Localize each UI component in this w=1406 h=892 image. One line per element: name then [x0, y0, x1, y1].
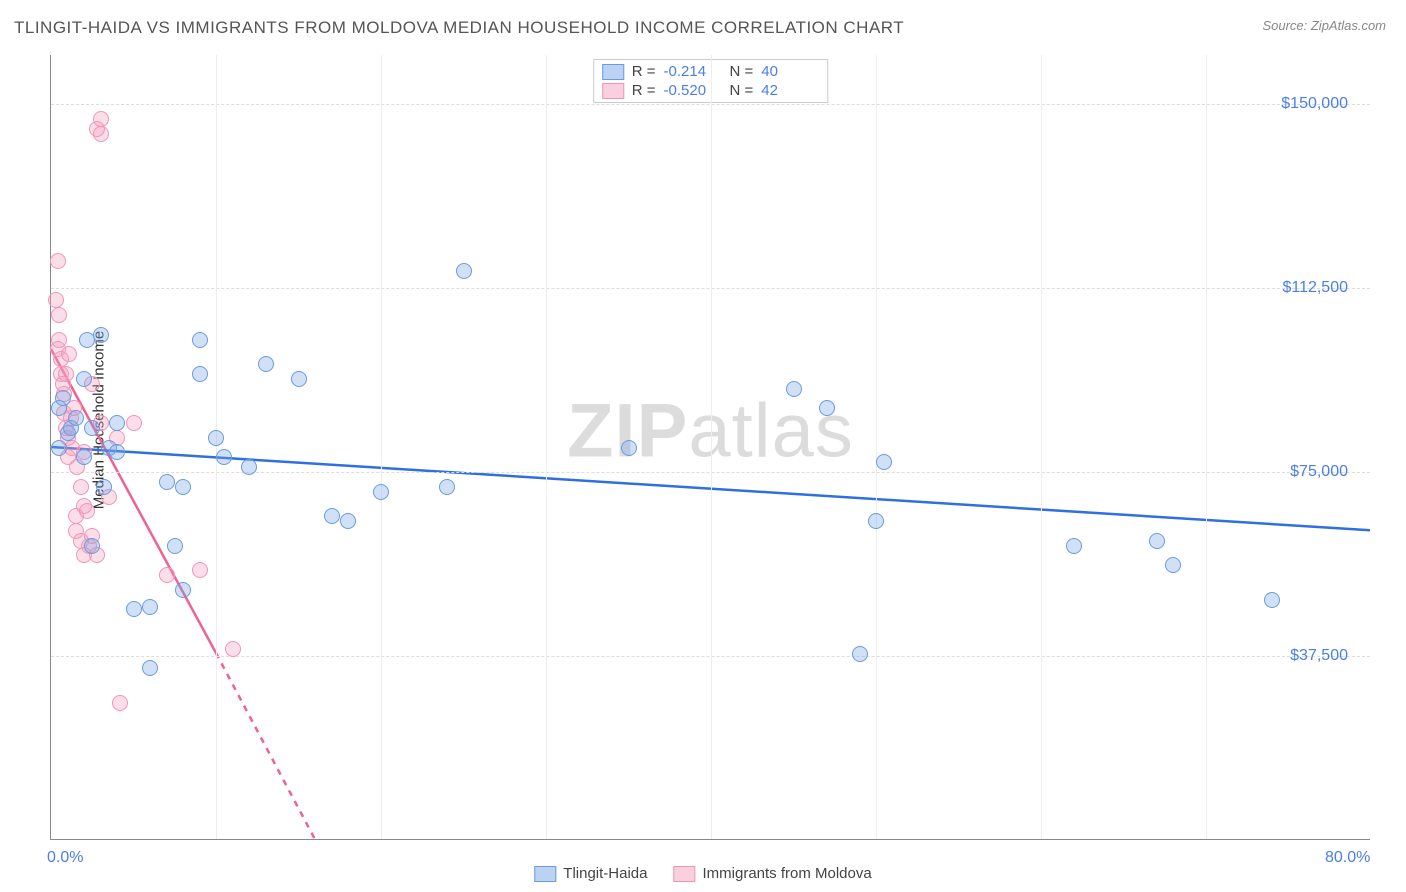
data-point-blue — [93, 327, 109, 343]
data-point-pink — [126, 415, 142, 431]
data-point-pink — [93, 111, 109, 127]
y-tick-label: $37,500 — [1290, 647, 1348, 665]
data-point-blue — [819, 400, 835, 416]
data-point-blue — [142, 660, 158, 676]
swatch-blue-icon — [602, 64, 624, 80]
data-point-pink — [61, 346, 77, 362]
data-point-blue — [84, 420, 100, 436]
gridline-v — [876, 55, 877, 839]
data-point-pink — [93, 126, 109, 142]
data-point-blue — [1149, 533, 1165, 549]
data-point-pink — [50, 253, 66, 269]
data-point-pink — [112, 695, 128, 711]
data-point-pink — [48, 292, 64, 308]
data-point-blue — [167, 538, 183, 554]
data-point-blue — [1165, 557, 1181, 573]
legend-item-blue: Tlingit-Haida — [534, 865, 647, 882]
data-point-blue — [786, 381, 802, 397]
data-point-blue — [1264, 592, 1280, 608]
y-tick-label: $150,000 — [1281, 95, 1348, 113]
data-point-blue — [868, 513, 884, 529]
data-point-blue — [258, 356, 274, 372]
data-point-pink — [73, 479, 89, 495]
gridline-v — [546, 55, 547, 839]
plot-area: ZIPatlas R = -0.214 N = 40 R = -0.520 N … — [50, 55, 1370, 840]
x-tick-label: 80.0% — [1325, 849, 1370, 867]
data-point-blue — [852, 646, 868, 662]
data-point-blue — [68, 410, 84, 426]
data-point-pink — [192, 562, 208, 578]
data-point-pink — [159, 567, 175, 583]
data-point-pink — [79, 503, 95, 519]
data-point-blue — [621, 440, 637, 456]
chart-container: TLINGIT-HAIDA VS IMMIGRANTS FROM MOLDOVA… — [0, 0, 1406, 892]
data-point-blue — [439, 479, 455, 495]
y-tick-label: $75,000 — [1290, 463, 1348, 481]
data-point-blue — [76, 449, 92, 465]
data-point-blue — [109, 444, 125, 460]
gridline-v — [216, 55, 217, 839]
data-point-blue — [373, 484, 389, 500]
gridline-v — [1041, 55, 1042, 839]
data-point-blue — [324, 508, 340, 524]
data-point-blue — [216, 449, 232, 465]
data-point-blue — [159, 474, 175, 490]
data-point-blue — [51, 440, 67, 456]
chart-title: TLINGIT-HAIDA VS IMMIGRANTS FROM MOLDOVA… — [14, 18, 904, 38]
legend: Tlingit-Haida Immigrants from Moldova — [534, 865, 871, 882]
data-point-blue — [84, 538, 100, 554]
data-point-blue — [175, 582, 191, 598]
y-tick-label: $112,500 — [1282, 279, 1348, 297]
data-point-blue — [192, 332, 208, 348]
x-tick-label: 0.0% — [47, 849, 83, 867]
data-point-blue — [96, 479, 112, 495]
data-point-blue — [109, 415, 125, 431]
gridline-v — [381, 55, 382, 839]
data-point-blue — [876, 454, 892, 470]
data-point-blue — [1066, 538, 1082, 554]
data-point-pink — [58, 366, 74, 382]
data-point-pink — [51, 332, 67, 348]
data-point-blue — [291, 371, 307, 387]
data-point-blue — [126, 601, 142, 617]
data-point-pink — [225, 641, 241, 657]
source-label: Source: ZipAtlas.com — [1262, 18, 1386, 33]
legend-swatch-pink-icon — [673, 866, 695, 882]
data-point-blue — [456, 263, 472, 279]
data-point-blue — [142, 599, 158, 615]
data-point-pink — [51, 307, 67, 323]
data-point-blue — [340, 513, 356, 529]
swatch-pink-icon — [602, 83, 624, 99]
data-point-blue — [192, 366, 208, 382]
data-point-blue — [241, 459, 257, 475]
data-point-blue — [208, 430, 224, 446]
data-point-blue — [55, 390, 71, 406]
gridline-v — [711, 55, 712, 839]
legend-swatch-blue-icon — [534, 866, 556, 882]
legend-item-pink: Immigrants from Moldova — [673, 865, 871, 882]
data-point-blue — [76, 371, 92, 387]
data-point-blue — [175, 479, 191, 495]
gridline-v — [1206, 55, 1207, 839]
